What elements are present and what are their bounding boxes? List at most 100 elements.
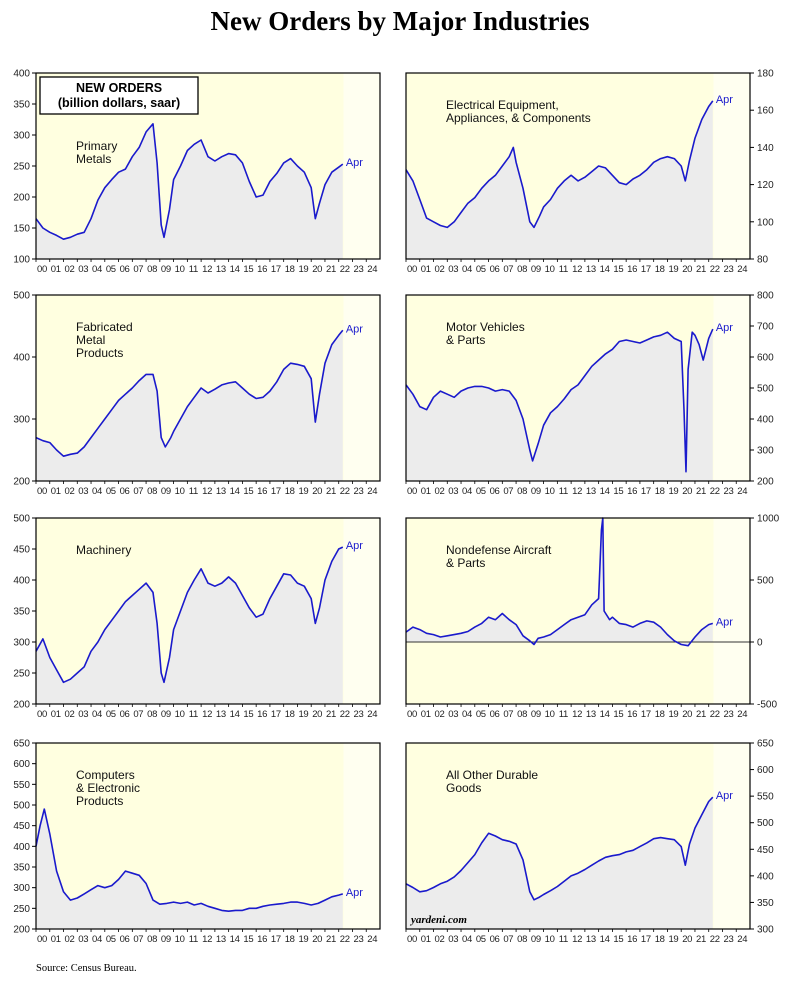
y-tick-label: 200 — [13, 925, 30, 936]
x-tick-label: 15 — [613, 709, 623, 720]
y-tick-label: 350 — [757, 898, 774, 909]
page-title: New Orders by Major Industries — [210, 6, 590, 36]
y-tick-label: 200 — [13, 477, 30, 488]
panel-label: & Electronic — [76, 781, 140, 795]
plot-frame — [405, 742, 751, 930]
y-tick-label: 600 — [757, 765, 774, 776]
x-tick-label: 01 — [421, 934, 431, 945]
x-tick-label: 10 — [175, 709, 185, 720]
x-tick-label: 00 — [37, 486, 47, 497]
y-tick-label: 120 — [757, 180, 774, 191]
panel-label: Computers — [76, 768, 135, 782]
x-tick-label: 13 — [216, 264, 226, 275]
x-tick-label: 17 — [641, 264, 651, 275]
x-tick-label: 15 — [243, 486, 253, 497]
x-tick-label: 22 — [340, 709, 350, 720]
x-tick-label: 14 — [230, 264, 240, 275]
y-tick-label: 600 — [13, 759, 30, 770]
x-tick-label: 08 — [147, 934, 157, 945]
x-tick-label: 16 — [257, 934, 267, 945]
x-tick-label: 09 — [531, 709, 541, 720]
x-tick-label: 12 — [572, 264, 582, 275]
x-tick-label: 18 — [285, 264, 295, 275]
y-tick-label: 80 — [757, 255, 769, 266]
x-tick-label: 14 — [600, 934, 610, 945]
x-tick-label: 03 — [78, 934, 88, 945]
x-tick-label: 22 — [710, 486, 720, 497]
x-tick-label: 05 — [476, 934, 486, 945]
x-tick-label: 04 — [462, 934, 472, 945]
x-tick-label: 23 — [723, 934, 733, 945]
x-tick-label: 20 — [312, 934, 322, 945]
y-tick-label: 200 — [13, 193, 30, 204]
projection-band — [713, 518, 750, 704]
x-tick-label: 00 — [37, 709, 47, 720]
x-tick-label: 21 — [326, 264, 336, 275]
x-tick-label: 12 — [202, 264, 212, 275]
x-tick-label: 20 — [312, 709, 322, 720]
x-tick-label: 02 — [65, 934, 75, 945]
x-tick-label: 18 — [655, 486, 665, 497]
x-tick-label: 07 — [133, 709, 143, 720]
plot-frame — [35, 294, 381, 482]
x-tick-label: 07 — [503, 486, 513, 497]
x-tick-label: 01 — [51, 709, 61, 720]
y-tick-label: 650 — [13, 739, 30, 750]
y-tick-label: 300 — [13, 415, 30, 426]
x-tick-label: 15 — [613, 934, 623, 945]
panel-label: Metals — [76, 152, 111, 166]
y-tick-label: 500 — [13, 801, 30, 812]
panel-label: Appliances, & Components — [446, 111, 591, 125]
x-tick-label: 12 — [572, 709, 582, 720]
x-tick-label: 04 — [462, 264, 472, 275]
x-tick-label: 03 — [448, 709, 458, 720]
x-tick-label: 19 — [668, 264, 678, 275]
x-tick-label: 08 — [517, 934, 527, 945]
series-line — [35, 808, 344, 912]
x-tick-label: 04 — [92, 264, 102, 275]
x-tick-label: 22 — [710, 709, 720, 720]
x-tick-label: 07 — [503, 934, 513, 945]
x-tick-label: 15 — [243, 709, 253, 720]
x-tick-label: 03 — [448, 934, 458, 945]
x-tick-label: 05 — [106, 709, 116, 720]
x-tick-label: 01 — [51, 264, 61, 275]
x-tick-label: 09 — [161, 486, 171, 497]
x-tick-label: 02 — [435, 934, 445, 945]
end-label: Apr — [346, 887, 363, 899]
x-tick-label: 16 — [257, 264, 267, 275]
x-tick-label: 17 — [271, 486, 281, 497]
panel-label: Electrical Equipment, — [446, 98, 559, 112]
x-tick-label: 11 — [559, 486, 568, 497]
y-tick-label: 400 — [13, 353, 30, 364]
x-tick-label: 04 — [92, 486, 102, 497]
x-tick-label: 09 — [531, 486, 541, 497]
y-tick-label: 500 — [757, 576, 774, 587]
chart-panel-7: 200 250 300 350 400 450 500 550 600 650 00 01 02 03 04… — [13, 739, 381, 945]
x-tick-label: 24 — [367, 709, 377, 720]
x-tick-label: 19 — [668, 934, 678, 945]
x-tick-label: 15 — [613, 486, 623, 497]
x-tick-label: 01 — [421, 486, 431, 497]
x-tick-label: 21 — [326, 934, 336, 945]
y-tick-label: 350 — [13, 607, 30, 618]
x-tick-label: 13 — [586, 486, 596, 497]
x-tick-label: 20 — [312, 486, 322, 497]
y-tick-label: 350 — [13, 863, 30, 874]
x-tick-label: 11 — [559, 709, 568, 720]
y-tick-label: 160 — [757, 106, 774, 117]
y-tick-label: 250 — [13, 162, 30, 173]
panel-label: Motor Vehicles — [446, 320, 525, 334]
x-tick-label: 05 — [476, 264, 486, 275]
x-tick-label: 00 — [407, 486, 417, 497]
x-tick-label: 24 — [737, 709, 747, 720]
x-tick-label: 21 — [696, 264, 706, 275]
x-tick-label: 22 — [340, 486, 350, 497]
x-tick-label: 23 — [723, 264, 733, 275]
legend-line-2: (billion dollars, saar) — [58, 96, 180, 110]
x-tick-label: 23 — [353, 264, 363, 275]
y-tick-label: 300 — [13, 131, 30, 142]
x-tick-label: 20 — [312, 264, 322, 275]
x-tick-label: 24 — [737, 486, 747, 497]
source-note: Source: Census Bureau. — [36, 963, 137, 974]
